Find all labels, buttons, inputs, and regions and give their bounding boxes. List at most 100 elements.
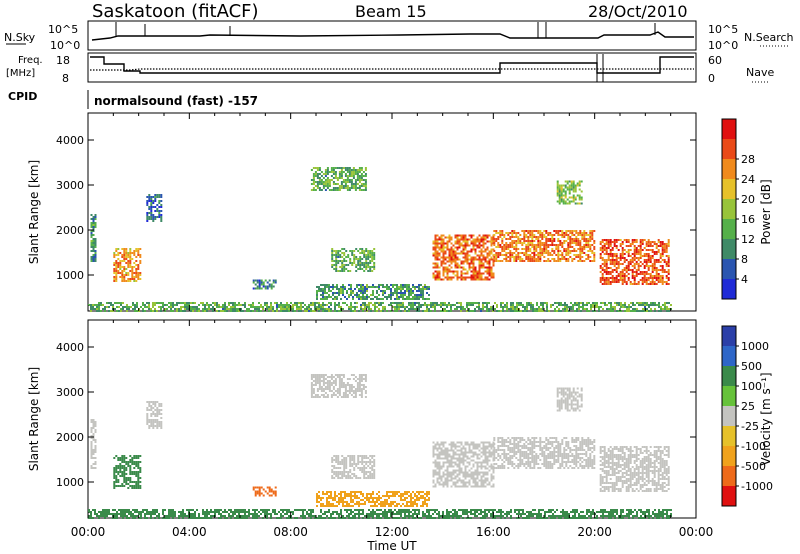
data-cell [464,278,467,281]
data-cell [578,302,580,304]
data-cell [490,240,493,243]
data-cell [152,196,155,198]
data-cell [408,491,410,493]
data-cell [350,284,352,286]
data-cell [408,292,410,294]
data-cell [367,461,370,463]
data-cell [466,258,469,261]
data-cell [337,477,340,479]
data-cell [335,467,338,469]
data-cell [412,286,414,288]
data-cell [420,304,422,306]
data-cell [505,238,508,240]
data-cell [464,477,467,480]
data-cell [558,302,560,304]
data-cell [577,254,580,256]
data-cell [338,503,340,505]
data-cell [353,469,356,471]
colorbar-tick-label: 24 [741,173,755,186]
data-cell [266,306,268,308]
data-cell [127,463,130,465]
data-cell [650,308,652,310]
data-cell [462,445,465,448]
data-cell [472,471,475,474]
data-cell [627,279,630,281]
data-cell [362,388,365,390]
data-cell [92,234,95,236]
data-cell [400,290,402,292]
data-cell [371,266,374,268]
data-cell [121,260,124,262]
data-cell [576,310,578,312]
data-cell [340,169,343,171]
data-cell [360,491,362,493]
data-cell [324,288,326,290]
data-cell [563,256,566,258]
data-cell [254,308,256,310]
data-cell [444,453,447,456]
data-cell [162,306,164,308]
data-cell [490,274,493,277]
data-cell [139,260,142,262]
data-cell [350,183,353,185]
data-cell [464,443,467,446]
data-cell [364,378,367,380]
data-cell [115,262,118,264]
data-cell [121,465,124,467]
data-cell [438,475,441,478]
data-cell [337,260,340,262]
data-cell [418,493,420,495]
data-cell [655,259,658,261]
data-cell [468,445,471,448]
data-cell [456,485,459,488]
data-cell [365,268,368,270]
data-cell [448,479,451,482]
data-cell [360,499,362,501]
data-cell [462,240,465,243]
data-cell [162,302,164,304]
data-cell [601,277,604,279]
data-cell [619,257,622,259]
data-cell [600,302,602,304]
data-cell [458,234,461,237]
data-cell [593,242,596,244]
data-cell [596,302,598,304]
data-cell [113,469,116,471]
data-cell [330,382,333,384]
data-cell [135,483,138,485]
data-cell [462,463,465,466]
data-cell [609,261,612,263]
data-cell [618,310,620,312]
data-cell [476,240,479,243]
data-cell [346,169,349,171]
data-cell [470,475,473,478]
data-cell [361,252,364,254]
data-cell [607,243,610,245]
data-cell [318,386,321,388]
data-cell [310,302,312,304]
data-cell [472,262,475,265]
data-cell [583,252,586,254]
colorbar-swatch [722,239,736,260]
data-cell [370,495,372,497]
data-cell [336,374,339,376]
data-cell [382,286,384,288]
data-cell [517,232,520,234]
data-cell [601,273,604,275]
data-cell [92,435,95,437]
data-cell [331,471,334,473]
data-cell [94,467,97,469]
data-cell [115,469,118,471]
data-cell [410,501,412,503]
data-cell [651,255,654,257]
data-cell [434,469,437,472]
data-cell [452,461,455,464]
data-cell [527,240,530,242]
data-cell [446,481,449,484]
data-cell [349,463,352,465]
data-cell [478,274,481,277]
data-cell [464,256,467,259]
data-cell [340,386,343,388]
data-cell [470,256,473,259]
colorbar-swatch [722,199,736,220]
